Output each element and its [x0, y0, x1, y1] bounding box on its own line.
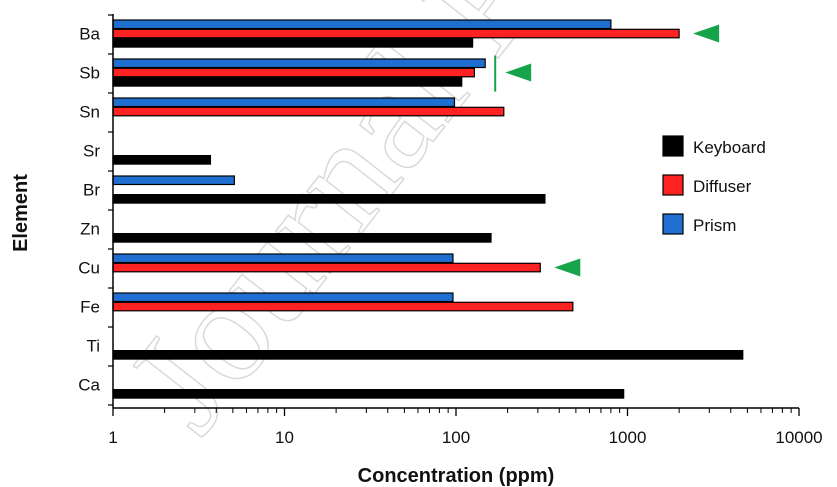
bar-diffuser-sb	[112, 67, 475, 78]
bar-keyboard-sr	[112, 155, 212, 165]
bar-diffuser-cu	[112, 262, 541, 273]
bar-prism-br	[112, 175, 235, 186]
bar-keyboard-zn	[112, 233, 492, 243]
bar-diffuser-fe	[112, 301, 574, 312]
category-label-sn: Sn	[79, 103, 100, 122]
bar-keyboard-ba	[112, 37, 474, 48]
bar-prism-ba	[112, 19, 612, 30]
marker-triangle-sb	[505, 63, 532, 82]
y-axis-title: Element	[10, 174, 32, 252]
bar-diffuser-sn	[112, 106, 505, 117]
x-tick-label: 1000	[609, 428, 647, 447]
bar-keyboard-sb	[112, 76, 463, 87]
bar-keyboard-br	[112, 194, 546, 204]
category-label-zn: Zn	[80, 220, 100, 239]
x-ticks: 1 10 100 1000 10000	[108, 408, 823, 447]
bar-prism-cu	[112, 253, 454, 264]
category-label-fe: Fe	[80, 298, 100, 317]
legend: Keyboard Diffuser Prism	[662, 135, 766, 235]
category-labels: Ba Sb Sn Sr Br Zn Cu Fe Ti Ca	[78, 25, 100, 395]
category-label-ca: Ca	[78, 376, 100, 395]
category-label-cu: Cu	[78, 259, 100, 278]
marker-triangle-cu	[554, 258, 581, 277]
x-tick-label: 1	[108, 428, 117, 447]
category-label-br: Br	[83, 181, 100, 200]
x-axis-title: Concentration (ppm)	[358, 465, 555, 487]
legend-label-keyboard: Keyboard	[693, 138, 766, 157]
bars-layer	[112, 19, 744, 399]
category-label-ba: Ba	[79, 25, 100, 44]
bar-prism-fe	[112, 292, 454, 303]
x-tick-label: 100	[442, 428, 470, 447]
bar-keyboard-ca	[112, 389, 625, 399]
category-label-ti: Ti	[86, 337, 100, 356]
legend-swatch-keyboard	[662, 135, 684, 157]
annotation-markers	[494, 24, 720, 277]
legend-label-diffuser: Diffuser	[693, 177, 752, 196]
legend-swatch-prism	[662, 213, 684, 235]
legend-swatch-diffuser	[662, 174, 684, 196]
category-label-sb: Sb	[79, 64, 100, 83]
category-label-sr: Sr	[83, 142, 100, 161]
bar-prism-sn	[112, 97, 456, 108]
x-tick-label: 10	[275, 428, 294, 447]
bar-prism-sb	[112, 58, 486, 69]
marker-triangle-ba	[693, 24, 720, 43]
x-tick-label: 10000	[775, 428, 822, 447]
bar-diffuser-ba	[112, 28, 680, 39]
legend-label-prism: Prism	[693, 216, 736, 235]
bar-keyboard-ti	[112, 350, 744, 360]
